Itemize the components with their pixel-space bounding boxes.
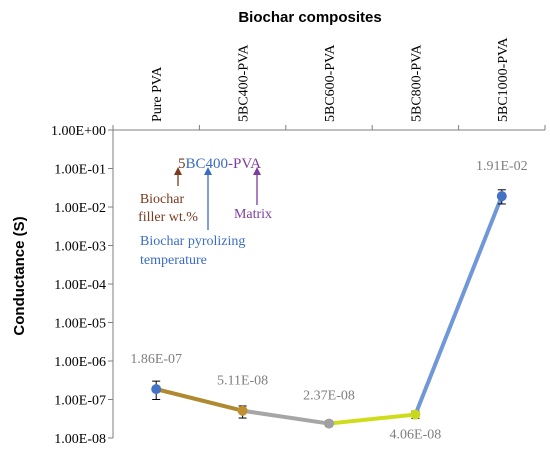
series-segment bbox=[327, 412, 418, 426]
y-tick-label: 1.00E+00 bbox=[51, 124, 106, 139]
x-tick-label: 5BC800-PVA bbox=[409, 44, 424, 122]
annotation-code-suffix: -PVA bbox=[228, 156, 261, 172]
x-tick-label: 5BC400-PVA bbox=[237, 44, 252, 122]
x-tick-label: Pure PVA bbox=[150, 66, 165, 122]
x-tick-label: 5BC600-PVA bbox=[323, 44, 338, 122]
series-segment bbox=[240, 408, 331, 426]
y-tick-label: 1.00E-02 bbox=[54, 201, 106, 216]
y-tick-label: 1.00E-05 bbox=[54, 317, 106, 332]
y-tick-label: 1.00E-08 bbox=[54, 432, 106, 447]
matrix-label: Matrix bbox=[234, 207, 272, 222]
x-tick-label: 5BC1000-PVA bbox=[496, 37, 511, 122]
series-segment bbox=[154, 387, 245, 413]
data-point bbox=[151, 384, 162, 395]
data-point bbox=[324, 418, 334, 429]
data-point bbox=[410, 409, 421, 420]
y-tick-label: 1.00E-01 bbox=[54, 163, 106, 178]
series-segment bbox=[413, 194, 504, 417]
data-label: 4.06E-08 bbox=[390, 428, 442, 443]
axes bbox=[108, 125, 546, 439]
data-point bbox=[496, 191, 507, 202]
temperature-label-line2: temperature bbox=[140, 253, 207, 268]
y-tick-label: 1.00E-06 bbox=[54, 355, 106, 370]
temperature-label-line1: Biochar pyrolizing bbox=[140, 234, 245, 249]
y-axis-label: Conductance (S) bbox=[11, 216, 28, 335]
sample-code-annotation: 5BC400-PVA Biochar filler wt.% Matrix Bi… bbox=[138, 156, 272, 268]
data-label: 5.11E-08 bbox=[217, 374, 268, 389]
chart-title: Biochar composites bbox=[238, 9, 381, 26]
y-tick-label: 1.00E-07 bbox=[54, 394, 106, 409]
series-conductance bbox=[151, 189, 507, 429]
data-label: 1.91E-02 bbox=[476, 159, 528, 174]
filler-label-line2: filler wt.% bbox=[138, 210, 198, 225]
y-tick-label: 1.00E-04 bbox=[54, 278, 106, 293]
annotation-code: 5BC400-PVA bbox=[178, 156, 261, 172]
y-tick-labels: 1.00E+00 1.00E-01 1.00E-02 1.00E-03 1.00E-04… bbox=[51, 124, 106, 447]
data-labels: 1.86E-07 5.11E-08 2.37E-08 4.06E-08 1.91E-02 bbox=[130, 159, 527, 442]
x-tick-labels: Pure PVA 5BC400-PVA 5BC600-PVA 5BC800-PVA 5B… bbox=[150, 37, 511, 122]
data-label: 2.37E-08 bbox=[303, 389, 355, 404]
data-label: 1.86E-07 bbox=[130, 352, 182, 367]
data-point bbox=[237, 405, 248, 416]
annotation-code-middle: BC400 bbox=[186, 156, 229, 172]
y-tick-label: 1.00E-03 bbox=[54, 240, 106, 255]
filler-label-line1: Biochar bbox=[140, 192, 185, 207]
annotation-code-prefix: 5 bbox=[178, 156, 186, 172]
